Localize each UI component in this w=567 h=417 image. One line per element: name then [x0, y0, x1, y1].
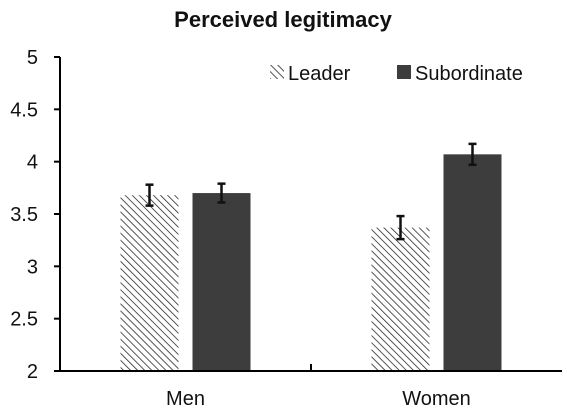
- y-tick-label: 3.5: [10, 204, 38, 226]
- x-category-label: Women: [402, 388, 471, 410]
- x-category-label: Men: [166, 388, 205, 410]
- legend-label-leader: Leader: [288, 63, 351, 85]
- y-tick-label: 4: [27, 152, 38, 174]
- bar-subordinate-women: [443, 154, 502, 371]
- y-axis: 2 2.5 3 3.5 4 4.5 5: [10, 47, 61, 383]
- x-axis: Men Women: [60, 364, 562, 410]
- y-tick-label: 3: [27, 256, 38, 278]
- y-tick-label: 5: [27, 47, 38, 69]
- chart-title: Perceived legitimacy: [174, 7, 392, 32]
- legend-swatch-subordinate: [397, 65, 411, 79]
- bar-subordinate-men: [192, 193, 251, 371]
- legend: Leader Subordinate: [270, 63, 523, 85]
- legend-label-subordinate: Subordinate: [415, 63, 523, 85]
- bar-leader-men: [120, 195, 179, 371]
- bar-leader-women: [371, 227, 430, 371]
- y-tick-label: 4.5: [10, 99, 38, 121]
- y-tick-label: 2: [27, 361, 38, 383]
- legend-swatch-leader: [270, 65, 284, 79]
- y-tick-label: 2.5: [10, 309, 38, 331]
- bars: [120, 142, 502, 371]
